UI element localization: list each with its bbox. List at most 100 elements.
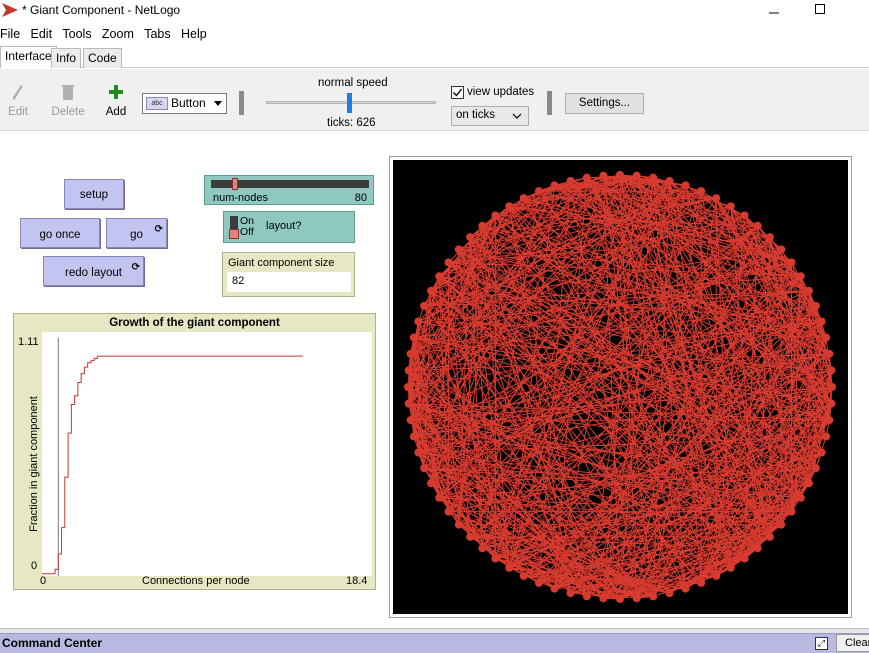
network-node — [787, 507, 796, 516]
network-node — [582, 173, 591, 182]
button-widget-icon: abc — [146, 97, 168, 110]
world-view[interactable] — [389, 156, 852, 618]
tab-info[interactable]: Info — [51, 48, 82, 68]
network-node — [827, 366, 836, 375]
plot-title: Growth of the giant component — [109, 317, 280, 329]
network-node — [828, 383, 836, 391]
switch-off-label: Off — [240, 226, 254, 238]
network-node — [566, 176, 575, 185]
network-node — [740, 211, 749, 220]
minimize-button[interactable] — [751, 0, 797, 22]
plot-area — [42, 332, 372, 576]
edit-button[interactable]: Edit — [6, 83, 30, 118]
pencil-icon — [13, 85, 23, 100]
network-node — [519, 194, 528, 203]
delete-button[interactable]: Delete — [50, 83, 86, 118]
speed-label: normal speed — [318, 77, 388, 89]
network-node — [427, 479, 436, 488]
network-node — [404, 383, 412, 391]
chevron-down-icon — [214, 101, 222, 106]
update-mode-select[interactable]: on ticks — [451, 106, 529, 126]
tab-interface[interactable]: Interface — [0, 46, 57, 68]
redo-layout-button[interactable]: redo layout ⟳ — [43, 256, 144, 286]
forever-icon: ⟳ — [154, 224, 163, 235]
menu-file[interactable]: File — [0, 27, 21, 41]
network-node — [681, 181, 690, 190]
network-node — [599, 171, 608, 180]
go-once-label: go once — [39, 229, 81, 241]
growth-plot: Growth of the giant component 1.11 0 Fra… — [13, 313, 376, 590]
network-node — [822, 432, 831, 441]
menu-tools[interactable]: Tools — [62, 27, 92, 41]
network-node — [616, 171, 624, 179]
command-center-label: Command Center — [2, 636, 103, 650]
close-button[interactable] — [843, 0, 869, 22]
network-node — [787, 258, 796, 267]
network-node — [632, 594, 641, 603]
update-mode-value: on ticks — [456, 109, 495, 121]
network-node — [811, 301, 820, 310]
network-node — [827, 399, 836, 408]
network-node — [681, 584, 690, 593]
y-axis-min: 0 — [31, 560, 38, 572]
x-axis-label: Connections per node — [142, 575, 250, 587]
slider-track[interactable] — [211, 180, 369, 188]
network-node — [466, 532, 475, 541]
maximize-button[interactable] — [797, 0, 843, 22]
settings-button[interactable]: Settings... — [565, 93, 644, 114]
network-node — [616, 595, 624, 603]
network-node — [534, 578, 543, 587]
network-node — [478, 221, 487, 230]
switch-name: layout? — [266, 220, 302, 232]
add-button[interactable]: Add — [104, 83, 128, 118]
menu-edit[interactable]: Edit — [30, 27, 53, 41]
network-node — [649, 173, 658, 182]
slider-value: 80 — [354, 192, 367, 204]
widget-type-dropdown[interactable]: abc Button — [142, 93, 227, 114]
clear-button[interactable]: Clear — [836, 634, 869, 652]
network-node — [632, 171, 641, 180]
network-node — [825, 416, 834, 425]
network-node — [649, 592, 658, 601]
view-updates-label: view updates — [467, 86, 535, 98]
command-center: Command Center ⤢ Clear — [0, 633, 869, 653]
network-node — [404, 366, 413, 375]
network-node — [726, 202, 735, 211]
view-updates-checkbox[interactable] — [451, 86, 464, 99]
switch-on-label: On — [240, 215, 255, 227]
network-node — [765, 532, 774, 541]
splitter[interactable] — [0, 628, 869, 633]
plot-svg — [42, 338, 303, 576]
menu-tabs[interactable]: Tabs — [144, 27, 171, 41]
layout-switch[interactable]: On Off layout? — [223, 211, 355, 243]
plus-icon — [109, 85, 123, 99]
giant-component-monitor: Giant component size 82 — [222, 252, 355, 297]
title-bar: * Giant Component - NetLogo — [0, 0, 869, 22]
network-node — [404, 399, 413, 408]
speed-slider-thumb[interactable] — [347, 93, 352, 113]
widget-type-value: Button — [171, 96, 206, 110]
menu-zoom[interactable]: Zoom — [101, 27, 134, 41]
tab-code[interactable]: Code — [83, 48, 122, 68]
network-node — [414, 448, 423, 457]
network-node — [765, 233, 774, 242]
num-nodes-slider[interactable]: num-nodes 80 — [204, 175, 374, 205]
switch-toggle[interactable] — [229, 216, 239, 239]
network-node — [817, 448, 826, 457]
network-node — [491, 554, 500, 563]
menu-help[interactable]: Help — [180, 27, 207, 41]
network-node — [505, 202, 514, 211]
expand-icon[interactable]: ⤢ — [815, 637, 828, 650]
network-node — [454, 245, 463, 254]
slider-name: num-nodes — [213, 192, 269, 204]
monitor-name: Giant component size — [228, 257, 335, 269]
netlogo-logo-icon — [2, 3, 18, 20]
go-button[interactable]: go ⟳ — [106, 218, 167, 248]
network-node — [505, 563, 514, 572]
chevron-down-icon — [512, 112, 522, 122]
slider-knob[interactable] — [232, 178, 238, 190]
network-node — [697, 187, 706, 196]
go-once-button[interactable]: go once — [20, 218, 100, 248]
setup-button[interactable]: setup — [64, 179, 124, 209]
network-node — [796, 272, 805, 281]
